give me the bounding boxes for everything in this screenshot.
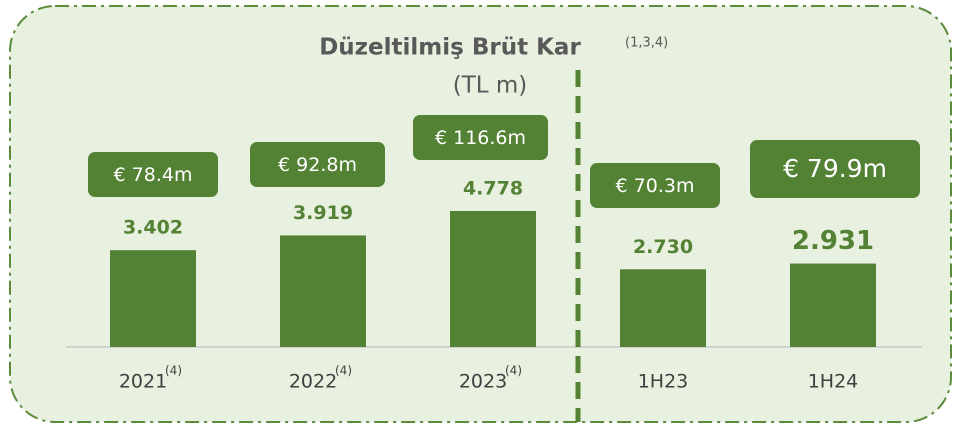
x-tick-label: 2022: [289, 371, 337, 393]
euro-label: € 78.4m: [114, 164, 193, 186]
x-tick-label: 2021: [119, 371, 167, 393]
x-tick-label: 2023: [459, 371, 507, 393]
value-label: 2.931: [792, 226, 874, 256]
euro-box: [250, 142, 385, 187]
euro-label: € 79.9m: [783, 154, 887, 183]
bar: [280, 235, 366, 347]
category-note: (4): [165, 364, 182, 378]
euro-label: € 70.3m: [616, 175, 695, 197]
euro-label: € 116.6m: [435, 127, 526, 149]
euro-box: [88, 152, 218, 197]
x-tick-label: 1H24: [808, 371, 859, 393]
value-label: 3.919: [293, 202, 353, 224]
x-tick-label: 1H23: [638, 371, 689, 393]
chart-title: Düzeltilmiş Brüt Kar: [319, 35, 581, 61]
value-label: 2.730: [633, 236, 693, 258]
euro-box: [590, 163, 720, 208]
value-label: 4.778: [463, 178, 523, 200]
bar: [620, 269, 706, 347]
bar: [790, 263, 876, 347]
bar: [450, 211, 536, 347]
euro-box: [750, 140, 920, 198]
bar: [110, 250, 196, 347]
title-note: (1,3,4): [625, 36, 668, 51]
euro-box: [413, 115, 548, 160]
euro-label: € 92.8m: [278, 154, 357, 176]
subtitle: (TL m): [453, 73, 528, 99]
category-note: (4): [505, 364, 522, 378]
value-label: 3.402: [123, 217, 183, 239]
category-note: (4): [335, 364, 352, 378]
